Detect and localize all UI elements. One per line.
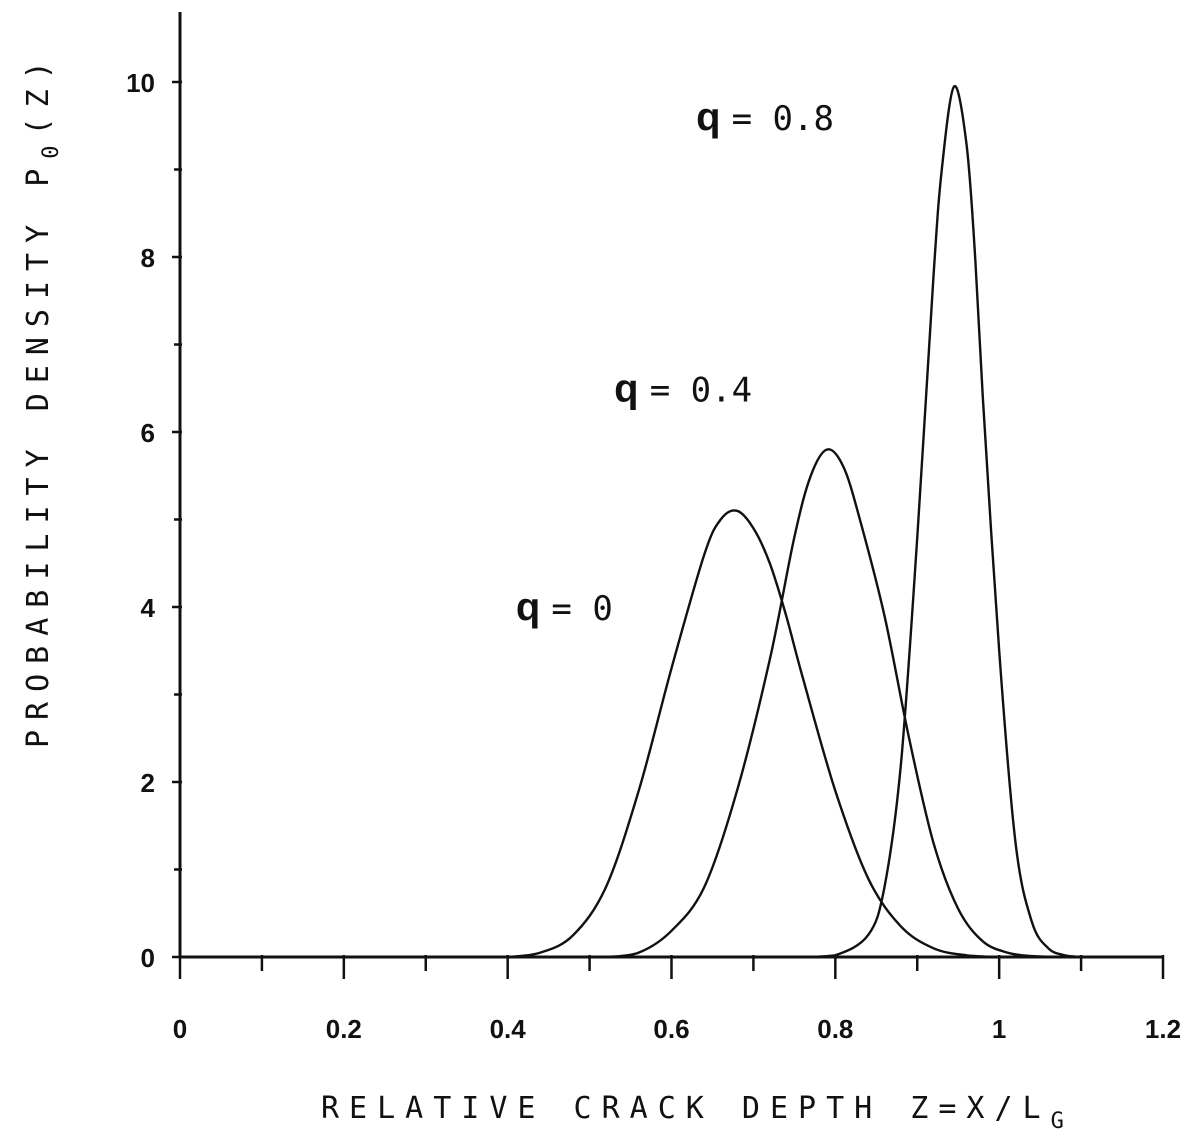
curve-label-2: q = 0.8 [696, 95, 834, 139]
curves [180, 85, 1163, 959]
series-line-0 [180, 509, 1163, 959]
x-tick-label: 1.2 [1145, 1014, 1181, 1044]
y-tick-label: 8 [141, 243, 155, 273]
curve-label-q: q [696, 95, 732, 139]
x-tick-label: 0 [173, 1014, 187, 1044]
series-line-2 [180, 85, 1163, 959]
series-line-1 [180, 448, 1163, 959]
curve-label-value: = 0 [551, 589, 612, 629]
y-tick-label: 4 [141, 593, 156, 623]
y-axis-title-sub: 0 [39, 135, 64, 158]
curve-label-value: = 0.4 [650, 370, 752, 410]
curve-label-0: q = 0 [516, 585, 613, 629]
y-tick-label: 2 [141, 768, 155, 798]
y-axis-title-main: PROBABILITY DENSITY P [21, 159, 56, 748]
x-axis-title: RELATIVE CRACK DEPTH Z=X/LG [321, 1091, 1074, 1134]
y-tick-label: 0 [141, 943, 155, 973]
curve-label-1: q = 0.4 [614, 366, 752, 410]
x-axis-title-main: RELATIVE CRACK DEPTH Z=X/L [321, 1091, 1051, 1126]
curve-label-q: q [614, 366, 650, 410]
y-tick-label: 10 [126, 68, 155, 98]
x-tick-label: 1 [992, 1014, 1006, 1044]
curve-label-value: = 0.8 [732, 99, 834, 139]
y-axis-title: PROBABILITY DENSITY P0(Z) [21, 51, 64, 748]
x-ticks: 0 0.2 0.4 0.6 0.8 1 1.2 [173, 955, 1181, 1044]
x-tick-label: 0.2 [326, 1014, 362, 1044]
y-axis-title-tail: (Z) [21, 51, 56, 135]
y-tick-label: 6 [141, 418, 155, 448]
y-ticks: 0 2 4 6 8 10 [126, 68, 182, 973]
curve-label-q: q [516, 585, 552, 629]
annotations: q = 0q = 0.4q = 0.8 [516, 95, 834, 629]
x-axis-title-sub: G [1051, 1109, 1074, 1134]
x-tick-label: 0.6 [653, 1014, 689, 1044]
x-tick-label: 0.4 [490, 1014, 527, 1044]
x-tick-label: 0.8 [817, 1014, 853, 1044]
axes [178, 12, 1163, 959]
